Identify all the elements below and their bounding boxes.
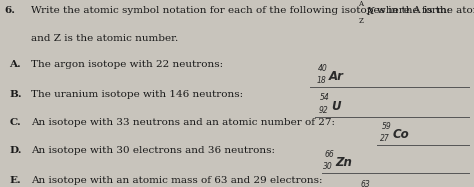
Text: 18: 18 — [316, 76, 326, 85]
Text: C.: C. — [9, 118, 21, 127]
Text: An isotope with 30 electrons and 36 neutrons:: An isotope with 30 electrons and 36 neut… — [31, 146, 275, 155]
Text: A: A — [358, 0, 364, 8]
Text: The argon isotope with 22 neutrons:: The argon isotope with 22 neutrons: — [31, 60, 223, 69]
Text: where A is the atomic ma: where A is the atomic ma — [377, 6, 474, 15]
Text: 30: 30 — [323, 162, 333, 171]
Text: 40: 40 — [318, 64, 328, 73]
Text: 6.: 6. — [5, 6, 16, 15]
Text: X: X — [367, 7, 374, 16]
Text: D.: D. — [9, 146, 22, 155]
Text: An isotope with an atomic mass of 63 and 29 electrons:: An isotope with an atomic mass of 63 and… — [31, 176, 322, 185]
Text: Cu: Cu — [371, 186, 388, 187]
Text: 54: 54 — [320, 94, 330, 102]
Text: Ar: Ar — [328, 70, 343, 83]
Text: Z: Z — [358, 17, 363, 25]
Text: U: U — [331, 100, 340, 113]
Text: A.: A. — [9, 60, 21, 69]
Text: B.: B. — [9, 90, 22, 99]
Text: Co: Co — [392, 128, 409, 141]
Text: 59: 59 — [382, 122, 392, 131]
Text: An isotope with 33 neutrons and an atomic number of 27:: An isotope with 33 neutrons and an atomi… — [31, 118, 335, 127]
Text: 63: 63 — [360, 180, 370, 187]
Text: 92: 92 — [319, 106, 328, 115]
Text: E.: E. — [9, 176, 21, 185]
Text: The uranium isotope with 146 neutrons:: The uranium isotope with 146 neutrons: — [31, 90, 243, 99]
Text: and Z is the atomic number.: and Z is the atomic number. — [31, 34, 178, 43]
Text: 27: 27 — [380, 134, 390, 143]
Text: Zn: Zn — [336, 156, 353, 169]
Text: Write the atomic symbol notation for each of the following isotopes in the form:: Write the atomic symbol notation for eac… — [31, 6, 450, 15]
Text: 66: 66 — [325, 150, 335, 159]
